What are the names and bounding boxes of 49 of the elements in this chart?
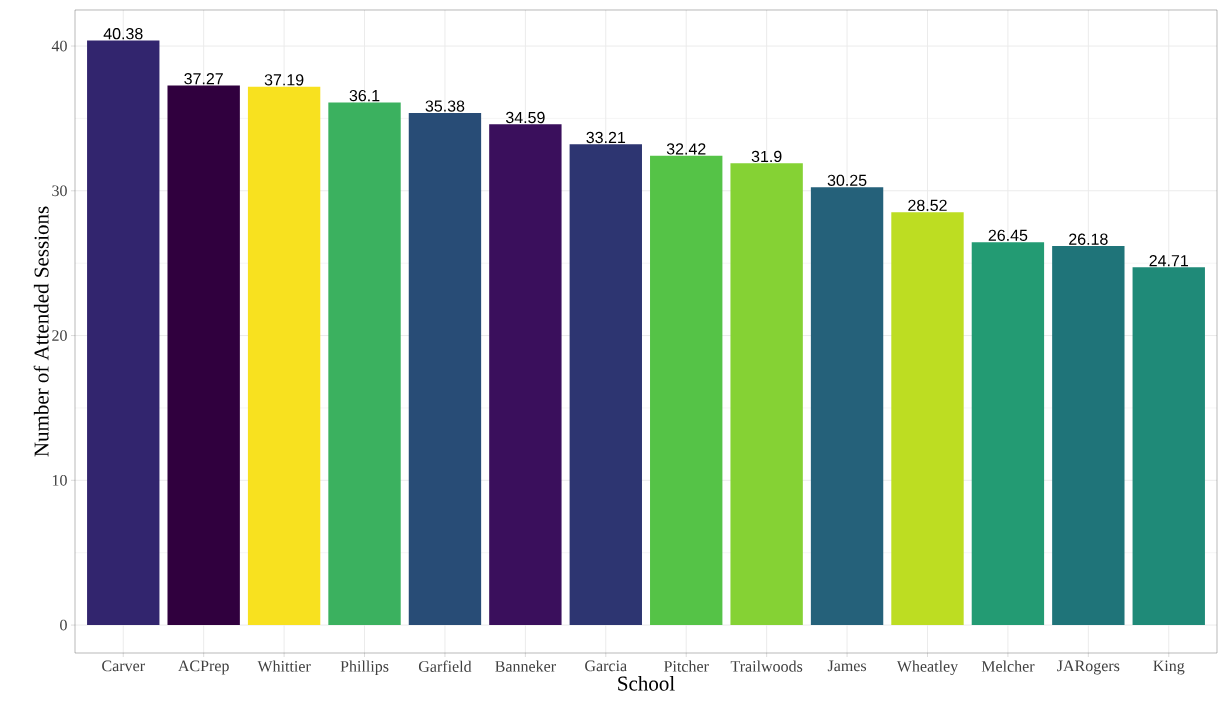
data-label: 35.38 — [425, 100, 465, 112]
y-tick-label: 30 — [52, 185, 67, 197]
bar — [650, 155, 723, 626]
data-label: 30.25 — [827, 174, 867, 186]
bar — [87, 40, 160, 626]
y-tick-label: 40 — [51, 40, 67, 52]
bar — [247, 86, 321, 626]
data-label: 28.52 — [908, 199, 947, 212]
x-tick-label: Wheatley — [896, 660, 959, 676]
bar — [1132, 267, 1205, 626]
y-tick-label: 10 — [52, 474, 67, 486]
bar — [810, 187, 884, 626]
bar — [730, 163, 803, 626]
data-label: 26.18 — [1069, 233, 1108, 245]
bar — [1052, 246, 1125, 626]
bar — [328, 102, 401, 626]
bar — [891, 212, 964, 626]
x-tick-label: Whittier — [257, 660, 311, 672]
data-label: 31.9 — [751, 150, 782, 163]
data-label: 32.42 — [666, 143, 706, 155]
y-tick-label: 0 — [60, 619, 67, 631]
bar — [569, 144, 642, 626]
data-label: 40.38 — [103, 28, 143, 40]
x-tick-label: Garfield — [418, 660, 472, 672]
data-label: 33.21 — [586, 131, 626, 144]
bar — [489, 124, 562, 626]
x-tick-label: James — [827, 660, 867, 672]
data-label: 26.45 — [988, 229, 1028, 241]
x-tick-label: Trailwoods — [730, 660, 803, 672]
x-axis-title: School — [618, 675, 675, 691]
y-tick-label: 20 — [52, 330, 67, 341]
bar — [408, 112, 482, 626]
data-label: 34.59 — [505, 111, 545, 124]
x-tick-label: Pitcher — [664, 660, 709, 672]
bar — [971, 242, 1045, 626]
bar — [167, 85, 240, 626]
x-tick-label: Phillips — [340, 660, 389, 676]
data-label: 24.71 — [1149, 255, 1188, 267]
x-tick-label: JARogers — [1057, 660, 1120, 675]
y-axis-title: Number of Attended Sessions — [33, 206, 49, 457]
x-tick-label: Banneker — [495, 660, 556, 672]
x-tick-label: Carver — [102, 660, 145, 672]
x-tick-label: King — [1153, 660, 1185, 675]
data-label: 37.19 — [264, 74, 304, 86]
x-tick-label: Garcia — [585, 660, 627, 672]
data-label: 37.27 — [184, 73, 223, 85]
data-label: 36.1 — [349, 89, 380, 102]
x-tick-label: Melcher — [981, 660, 1035, 672]
x-tick-label: ACPrep — [178, 660, 229, 675]
